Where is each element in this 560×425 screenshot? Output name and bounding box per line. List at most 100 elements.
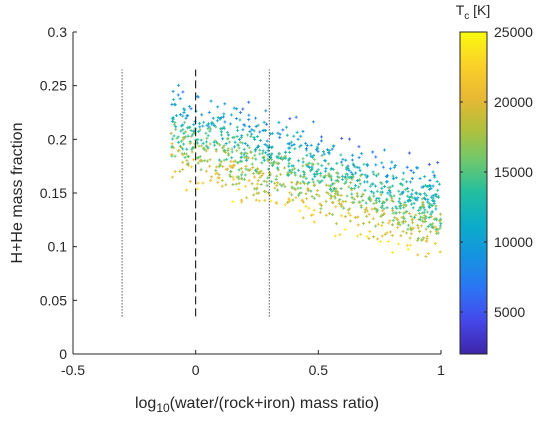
data-point: [423, 214, 427, 218]
data-point: [220, 184, 224, 188]
data-point: [272, 160, 276, 164]
data-point: [382, 212, 386, 216]
data-point: [327, 172, 331, 176]
data-point: [277, 151, 281, 155]
data-point: [206, 127, 210, 131]
data-point: [173, 120, 177, 124]
data-point: [318, 203, 322, 207]
data-point: [390, 199, 394, 203]
data-point: [401, 190, 405, 194]
colorbar-title: Tc [K]: [456, 2, 491, 22]
data-point: [360, 152, 364, 156]
data-point: [362, 162, 366, 166]
data-point: [182, 111, 186, 115]
data-point: [269, 155, 273, 159]
data-point: [416, 236, 420, 240]
data-point: [402, 203, 406, 207]
data-point: [401, 229, 405, 233]
data-point: [218, 127, 222, 131]
data-point: [410, 177, 414, 181]
data-point: [250, 132, 254, 136]
data-point: [205, 140, 209, 144]
data-point: [262, 155, 266, 159]
data-point: [332, 181, 336, 185]
data-point: [207, 110, 211, 114]
data-point: [359, 174, 363, 178]
data-point: [237, 168, 241, 172]
data-point: [288, 142, 292, 146]
data-point: [420, 211, 424, 215]
data-point: [297, 159, 301, 163]
data-point: [432, 217, 436, 221]
data-point: [176, 149, 180, 153]
data-point: [337, 175, 341, 179]
data-point: [171, 137, 175, 141]
data-point: [216, 180, 220, 184]
data-point: [316, 189, 320, 193]
x-tick-label: 0: [192, 362, 200, 378]
data-point: [320, 164, 324, 168]
data-point: [210, 175, 214, 179]
data-point: [431, 222, 435, 226]
data-point: [409, 227, 413, 231]
data-point: [221, 115, 225, 119]
data-point: [179, 124, 183, 128]
data-point: [224, 150, 228, 154]
data-point: [324, 183, 328, 187]
data-point: [381, 200, 385, 204]
data-point: [339, 153, 343, 157]
data-point: [365, 234, 369, 238]
data-point: [297, 193, 301, 197]
data-point: [304, 141, 308, 145]
data-point: [368, 184, 372, 188]
data-point: [183, 120, 187, 124]
data-point: [388, 193, 392, 197]
data-point: [412, 201, 416, 205]
data-point: [177, 140, 181, 144]
data-point: [235, 149, 239, 153]
data-point: [241, 107, 245, 111]
data-point: [326, 191, 330, 195]
data-point: [394, 205, 398, 209]
data-point: [226, 133, 230, 137]
data-point: [218, 117, 222, 121]
data-point: [202, 147, 206, 151]
data-point: [265, 144, 269, 148]
data-point: [313, 183, 317, 187]
data-point: [377, 196, 381, 200]
data-point: [269, 180, 273, 184]
data-point: [252, 175, 256, 179]
data-point: [260, 161, 264, 165]
data-point: [294, 196, 298, 200]
data-point: [232, 163, 236, 167]
data-point: [403, 200, 407, 204]
data-point: [364, 206, 368, 210]
data-point: [388, 219, 392, 223]
data-point: [416, 196, 420, 200]
data-point: [348, 213, 352, 217]
data-point: [238, 118, 242, 122]
data-point: [249, 150, 253, 154]
data-point: [418, 206, 422, 210]
data-point: [216, 115, 220, 119]
data-point: [184, 188, 188, 192]
data-point: [374, 155, 378, 159]
data-point: [184, 116, 188, 120]
data-point: [254, 116, 258, 120]
data-point: [409, 214, 413, 218]
data-point: [179, 145, 183, 149]
data-point: [341, 200, 345, 204]
data-point: [238, 137, 242, 141]
data-point: [321, 150, 325, 154]
data-point: [265, 139, 269, 143]
data-point: [250, 182, 254, 186]
data-point: [252, 129, 256, 133]
data-point: [402, 217, 406, 221]
data-point: [301, 129, 305, 133]
data-point: [250, 128, 254, 132]
data-point: [391, 211, 395, 215]
data-point: [372, 194, 376, 198]
data-point: [367, 220, 371, 224]
data-point: [233, 140, 237, 144]
